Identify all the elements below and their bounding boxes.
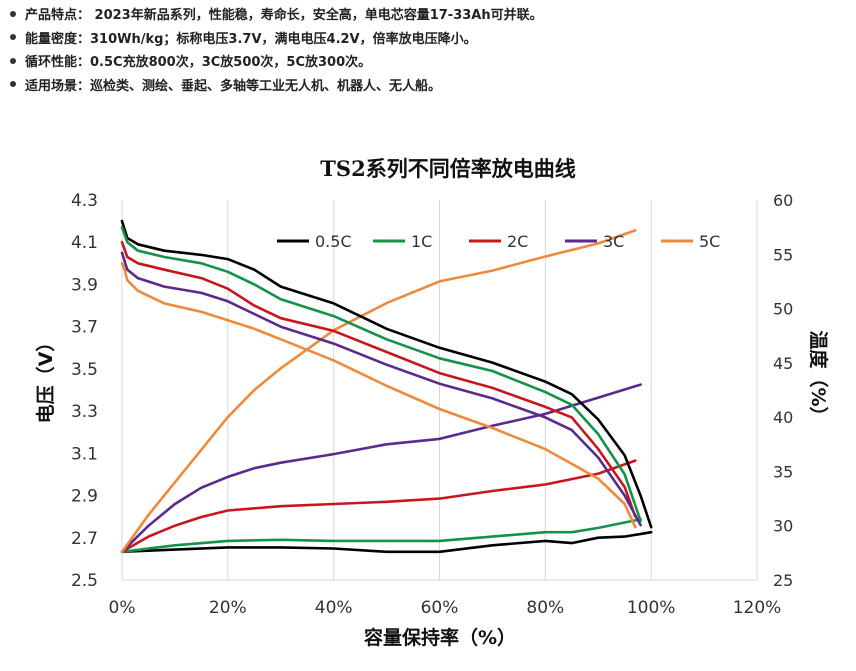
y2-tick-label: 45 [773, 354, 793, 373]
y2-tick-label: 55 [773, 245, 793, 264]
y-tick-label: 2.7 [71, 529, 98, 549]
y2-tick-label: 30 [773, 517, 793, 536]
series-layer [120, 219, 653, 554]
x-tick-label: 120% [733, 598, 782, 618]
x-axis-title: 容量保持率（%） [364, 626, 516, 649]
feature-item: 适用场景：巡检类、测绘、垂起、多轴等工业无人机、机器人、无人船。 [10, 75, 543, 99]
legend: 0.5C 1C 2C 3C 5C [277, 232, 720, 251]
temperature-line-2C [120, 459, 637, 554]
x-tick-label: 20% [209, 598, 247, 618]
feature-text: 能量密度：310Wh/kg；标称电压3.7V，满电电压4.2V，倍率放电压降小。 [25, 31, 477, 47]
y-tick-label: 3.5 [71, 360, 98, 380]
feature-text: 适用场景：巡检类、测绘、垂起、多轴等工业无人机、机器人、无人船。 [25, 78, 442, 94]
x-tick-label: 40% [315, 598, 353, 618]
y2-tick-label: 60 [773, 191, 793, 210]
bullet-icon [10, 57, 16, 64]
y2-tick-label: 25 [773, 571, 793, 590]
y2-tick-label: 40 [773, 408, 793, 427]
voltage-line-1C [120, 226, 642, 523]
x-tick-label: 60% [421, 598, 459, 618]
axes: 0% 20% 40% 60% 80% 100% 120% 2.5 2.7 2.9 3.1 3.3 3.5… [71, 191, 793, 618]
voltage-line-2C [120, 240, 637, 518]
chart-title: TS2系列不同倍率放电曲线 [320, 156, 575, 181]
y-tick-label: 2.5 [71, 571, 98, 591]
feature-item: 循环性能：0.5C充放800次，3C放500次，5C放300次。 [10, 51, 543, 75]
temperature-line-0.5C [120, 530, 653, 554]
voltage-line-5C [120, 262, 637, 529]
y-tick-label: 3.3 [71, 402, 98, 422]
x-tick-label: 100% [627, 598, 676, 618]
voltage-line-0.5C [120, 219, 653, 529]
y-tick-label: 3.9 [71, 275, 98, 295]
legend-label: 1C [411, 232, 432, 251]
legend-label: 2C [507, 232, 528, 251]
y2-tick-label: 50 [773, 300, 793, 319]
legend-label: 3C [603, 232, 624, 251]
feature-text: 产品特点： 2023年新品系列，性能稳，寿命长，安全高，单电芯容量17-33Ah… [25, 8, 543, 23]
grid-lines [121, 200, 758, 581]
feature-text: 循环性能：0.5C充放800次，3C放500次，5C放300次。 [25, 55, 372, 70]
voltage-line-3C [120, 251, 642, 527]
temperature-line-1C [120, 517, 642, 554]
y-tick-label: 2.9 [71, 487, 98, 507]
feature-item: 能量密度：310Wh/kg；标称电压3.7V，满电电压4.2V，倍率放电压降小。 [10, 28, 543, 52]
y2-axis-title: 温度（%） [807, 330, 830, 425]
feature-list: 产品特点： 2023年新品系列，性能稳，寿命长，安全高，单电芯容量17-33Ah… [10, 4, 543, 98]
x-tick-label: 80% [526, 598, 564, 618]
y-tick-label: 4.1 [71, 233, 98, 253]
y-tick-label: 4.3 [71, 191, 98, 211]
y2-tick-label: 35 [773, 462, 793, 481]
bullet-icon [10, 34, 16, 40]
bullet-icon [10, 81, 16, 87]
feature-item: 产品特点： 2023年新品系列，性能稳，寿命长，安全高，单电芯容量17-33Ah… [10, 4, 543, 28]
y-tick-label: 3.7 [71, 318, 98, 338]
y-tick-label: 3.1 [71, 444, 98, 464]
legend-label: 5C [699, 232, 720, 251]
y-axis-title: 电压（V） [34, 333, 57, 424]
temperature-line-3C [120, 383, 642, 554]
bullet-icon [10, 10, 16, 17]
x-tick-label: 0% [109, 598, 136, 618]
legend-label: 0.5C [315, 232, 352, 251]
